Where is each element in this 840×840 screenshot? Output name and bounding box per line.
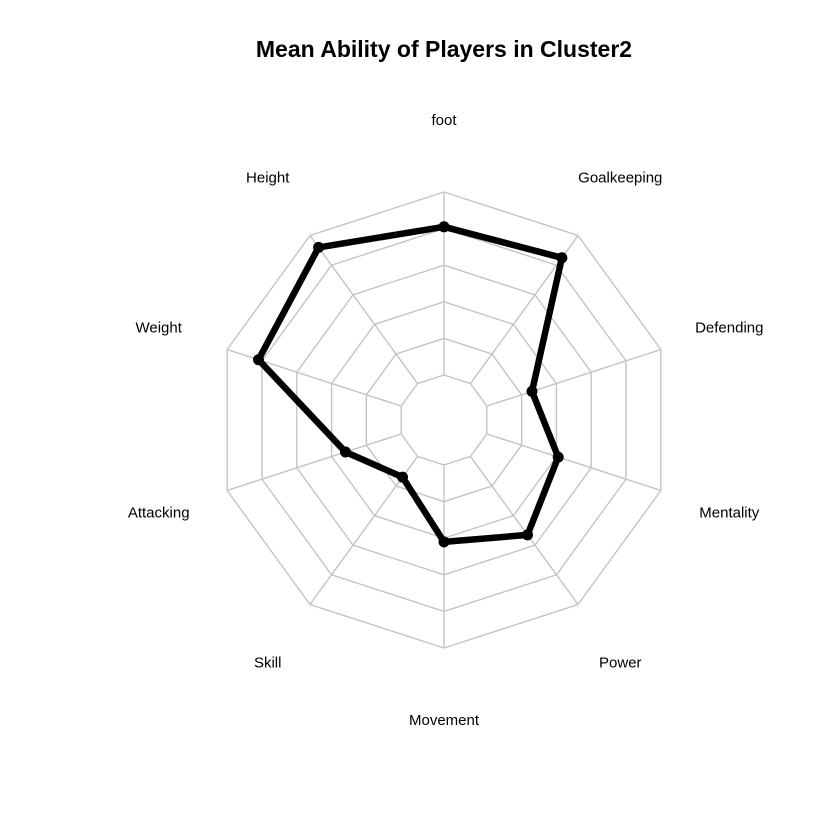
axis-label: foot — [431, 112, 457, 129]
axis-label: Goalkeeping — [578, 169, 662, 186]
data-point — [313, 241, 325, 253]
axis-label: Height — [246, 169, 290, 186]
axis-label: Skill — [254, 655, 282, 672]
axis-label: Movement — [409, 712, 480, 729]
series-line — [255, 223, 566, 546]
axis-label: Mentality — [699, 505, 760, 522]
data-point — [438, 221, 450, 233]
axis-spoke — [226, 433, 402, 492]
axis-spoke — [486, 348, 662, 407]
data-point — [340, 446, 351, 458]
data-point — [438, 536, 450, 548]
axis-spoke — [486, 433, 662, 492]
data-point — [552, 451, 564, 463]
data-point — [556, 252, 568, 264]
axis-label: Defending — [695, 319, 763, 336]
data-point — [397, 471, 408, 483]
data-point — [253, 354, 264, 366]
radar-grid — [226, 191, 662, 649]
axis-label: Weight — [135, 319, 182, 336]
axis-spoke — [469, 455, 579, 605]
axis-label: Attacking — [128, 505, 190, 522]
data-point — [526, 385, 538, 397]
grid-ring — [400, 374, 488, 466]
data-point — [522, 529, 533, 541]
axis-labels: foot Goalkeeping Defending Mentality Power Mo… — [128, 112, 764, 729]
axis-label: Power — [599, 655, 642, 672]
chart-title: Mean Ability of Players in Cluster2 — [256, 36, 632, 62]
series-layer — [253, 221, 568, 548]
axis-spoke — [309, 235, 419, 385]
